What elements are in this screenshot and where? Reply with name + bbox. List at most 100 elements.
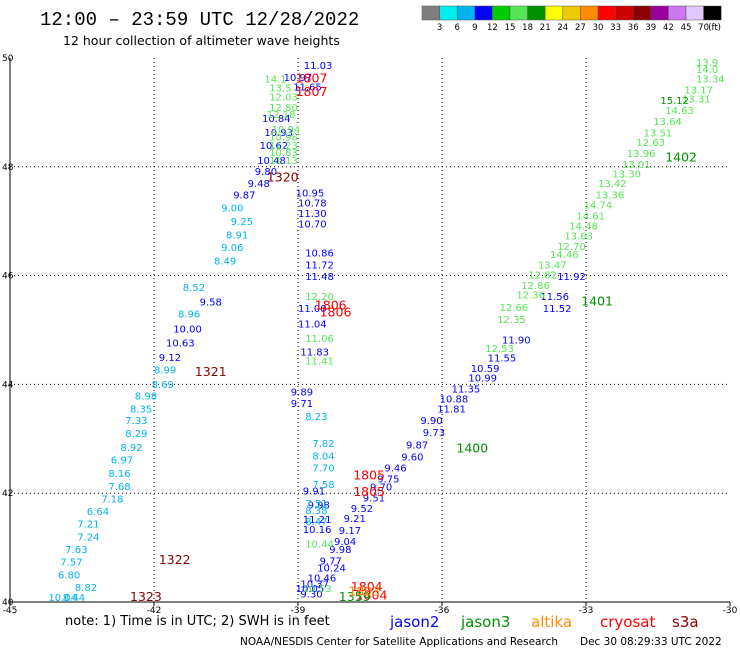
wave-height-label: 9.46	[384, 463, 406, 474]
colorbar: 3 6 9 12 15 18 21 24 27 30 33 36 39 42 45 70 (ft)	[421, 5, 722, 33]
wave-height-label: 11.00	[298, 304, 327, 315]
wave-height-label: 14.63	[665, 106, 694, 117]
wave-height-label: 10.24	[317, 564, 346, 575]
wave-height-label: 12.20	[305, 292, 334, 303]
wave-height-label: 9.00	[221, 203, 243, 214]
wave-height-label: 13.34	[696, 74, 725, 85]
pass-time-label: 1321	[195, 364, 227, 379]
axes: -45 -42 -39 -36 -33 -30 40 42 44 46 48 50	[2, 54, 738, 616]
wave-height-label: 8.49	[214, 257, 236, 268]
wave-height-label: 9.21	[344, 514, 366, 525]
colorbar-swatch	[580, 5, 599, 21]
colorbar-swatch	[632, 5, 652, 21]
colorbar-tick-label: 30	[593, 23, 604, 33]
wave-height-label: 14.46	[550, 250, 579, 261]
pass-time-label: 1806	[320, 304, 352, 319]
wave-height-label: 13.36	[596, 190, 625, 201]
footer-timestamp: Dec 30 08:29:33 UTC 2022	[580, 636, 722, 648]
wave-height-label: 11.56	[540, 292, 569, 303]
pass-time-label: 1322	[159, 552, 191, 567]
wave-height-label: 13.30	[612, 170, 641, 181]
legend-note: note: 1) Time is in UTC; 2) SWH is in fe…	[65, 614, 330, 629]
wave-height-label: 10.16	[303, 525, 332, 536]
pass-time-label: 1803	[348, 583, 380, 598]
wave-height-label: 13.63	[564, 232, 593, 243]
colorbar-swatch	[668, 5, 687, 21]
wave-height-label: 9.12	[159, 353, 181, 364]
y-tick-label: 50	[2, 54, 14, 64]
wave-height-label: 8.29	[125, 429, 147, 440]
pass-time-label: 1805	[353, 468, 385, 483]
wave-height-label: 9.52	[351, 504, 373, 515]
wave-height-label: 9.17	[339, 526, 361, 537]
wave-height-label: 7.68	[108, 482, 130, 493]
pass-time-label: 1359	[339, 589, 371, 604]
plot-grid	[10, 58, 730, 602]
x-tick-label: -36	[435, 606, 450, 616]
wave-height-label: 11.55	[488, 354, 517, 365]
wave-height-label: 6.64	[87, 507, 109, 518]
colorbar-swatch	[492, 5, 511, 21]
wave-height-label: 7.21	[77, 519, 99, 530]
colorbar-tick-label: 15	[505, 23, 516, 33]
wave-height-label: 10.46	[308, 573, 337, 584]
chart-subtitle: 12 hour collection of altimeter wave hei…	[63, 33, 340, 48]
wave-height-label: 7.82	[312, 439, 334, 450]
pass-time-label: 1401	[581, 294, 613, 309]
wave-height-label: 12.70	[557, 242, 586, 253]
wave-height-label: 9.70	[370, 482, 392, 493]
wave-height-label: 12.03	[269, 92, 298, 103]
wave-height-label: 13.01	[622, 160, 651, 171]
wave-height-label: 13.17	[684, 85, 713, 96]
colorbar-swatch	[703, 5, 722, 21]
wave-height-label: 11.06	[305, 334, 334, 345]
colorbar-tick-label: 3	[437, 23, 442, 33]
wave-height-label: 9.90	[420, 416, 442, 427]
wave-height-label: 10.84	[262, 114, 291, 125]
wave-height-label: 11.03	[304, 61, 333, 72]
wave-height-label: 12.66	[500, 303, 529, 314]
colorbar-swatch	[421, 5, 440, 21]
y-tick-label: 42	[2, 489, 13, 499]
data-points: 11.0310.9711.6510.8410.9310.6210.489.809…	[48, 58, 724, 604]
colorbar-tick-label: 6	[454, 23, 459, 33]
wave-height-label: 9.25	[231, 217, 253, 228]
colorbar-tick-label: 21	[540, 23, 551, 33]
wave-height-label: 14.1	[264, 74, 286, 85]
wave-height-label: 9.30	[300, 590, 322, 601]
y-tick-label: 44	[2, 380, 14, 390]
colorbar-tick-label: 45	[681, 23, 692, 33]
wave-height-label: 9.06	[221, 243, 243, 254]
colorbar-tick-label: 70	[698, 23, 709, 33]
wave-height-label: 8.96	[178, 309, 200, 320]
wave-height-label: 11.23	[269, 141, 298, 152]
colorbar-tick-label: 33	[610, 23, 621, 33]
legend-jason3: jason3	[460, 613, 510, 631]
wave-height-label: 9.91	[303, 486, 325, 497]
x-tick-label: -45	[3, 606, 18, 616]
wave-height-label: 7.18	[101, 494, 123, 505]
wave-height-label: 6.80	[58, 571, 80, 582]
wave-height-label: 9.04	[334, 537, 356, 548]
wave-height-label: 11.81	[437, 405, 466, 416]
wave-height-label: 8.47	[305, 517, 327, 528]
wave-height-label: 10.88	[440, 394, 469, 405]
wave-height-label: 8.98	[135, 392, 157, 403]
wave-height-label: 11.04	[298, 319, 327, 330]
colorbar-tick-label: 12	[487, 23, 498, 33]
wave-height-label: 8.99	[154, 366, 176, 377]
wave-height-label: 7.51	[305, 499, 327, 510]
x-tick-label: -33	[579, 606, 594, 616]
wave-height-label: 14.61	[576, 212, 605, 223]
wave-height-label: 11.92	[557, 272, 586, 283]
wave-height-label: 11.52	[543, 304, 572, 315]
wave-height-label: 9.89	[291, 387, 313, 398]
wave-height-label: 12.82	[528, 270, 557, 281]
wave-height-label: 15.12	[660, 96, 689, 107]
footer-credit: NOAA/NESDIS Center for Satellite Applica…	[240, 636, 558, 648]
wave-height-label: 9.58	[200, 298, 222, 309]
wave-height-label: 9.73	[423, 428, 445, 439]
wave-height-label: 11.21	[303, 515, 332, 526]
wave-height-label: 11.72	[305, 261, 334, 272]
wave-height-label: 8.35	[130, 405, 152, 416]
